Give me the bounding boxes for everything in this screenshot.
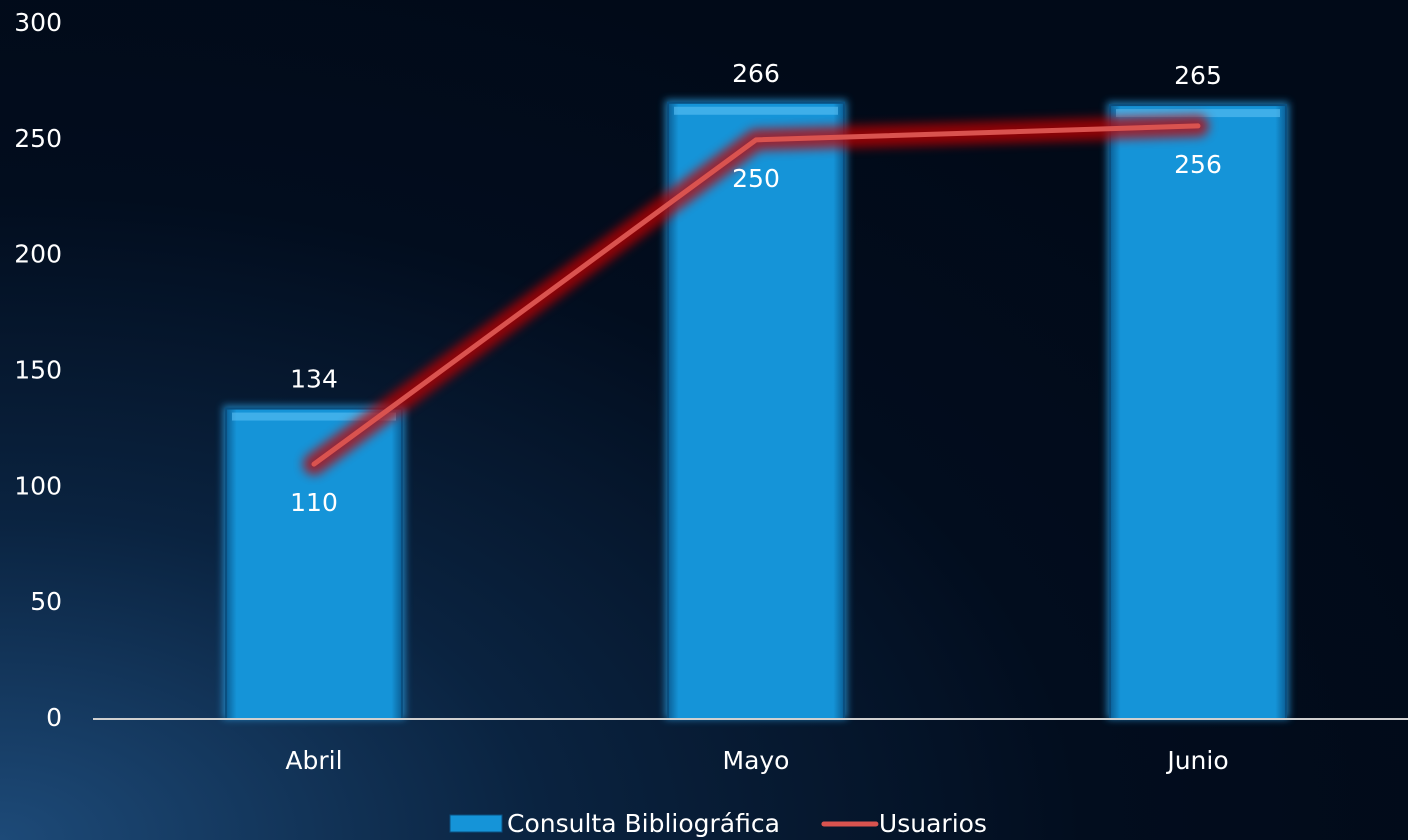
legend-label: Usuarios [879, 809, 987, 838]
y-tick-label: 200 [14, 240, 62, 269]
x-tick-label: Mayo [723, 746, 790, 775]
legend-swatch [449, 814, 503, 833]
x-tick-label: Junio [1165, 746, 1228, 775]
data-label: 134 [290, 365, 338, 394]
y-tick-label: 100 [14, 471, 62, 500]
data-label: 250 [732, 164, 780, 193]
plot-area: 0 50 100 150 200 250 300 134 266 265 110 250 256 Abri… [14, 8, 1408, 838]
y-tick-label: 150 [14, 356, 62, 385]
data-label: 110 [290, 488, 338, 517]
bar [667, 101, 845, 721]
bar-highlight [674, 106, 838, 115]
legend: Consulta Bibliográfica Usuarios [449, 809, 987, 838]
y-tick-label: 50 [30, 587, 62, 616]
y-tick-label: 0 [46, 703, 62, 732]
data-label: 266 [732, 59, 780, 88]
data-label: 256 [1174, 150, 1222, 179]
data-label: 265 [1174, 61, 1222, 90]
bar-highlight [1116, 109, 1280, 118]
bar [1109, 104, 1287, 721]
y-tick-label: 300 [14, 8, 62, 37]
line [311, 123, 1201, 467]
x-tick-label: Abril [285, 746, 342, 775]
legend-label: Consulta Bibliográfica [507, 809, 780, 838]
bar-highlight [232, 412, 396, 421]
y-tick-label: 250 [14, 124, 62, 153]
